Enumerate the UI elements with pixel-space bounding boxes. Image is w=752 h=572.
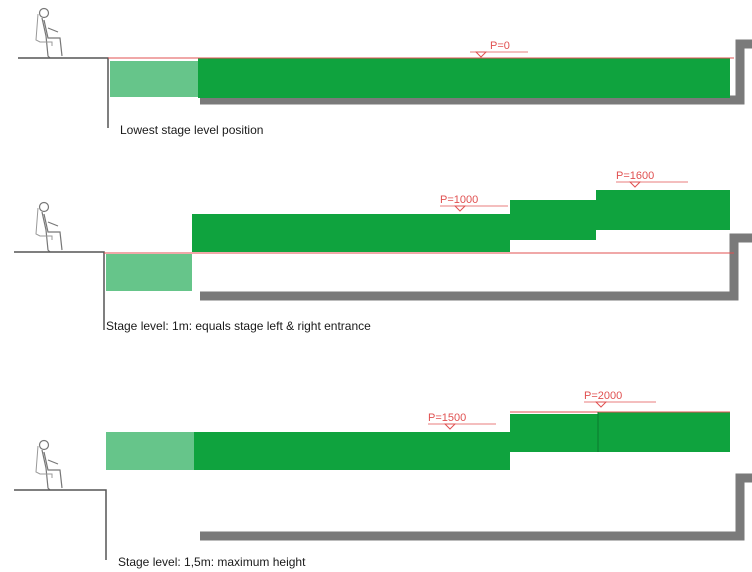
level-label: P=1600	[616, 170, 654, 182]
audience-floor	[14, 251, 105, 330]
pit-outline	[200, 39, 752, 105]
level-label: P=1500	[428, 412, 466, 424]
spectator-icon	[35, 201, 63, 253]
level-marker-icon	[594, 401, 608, 408]
pit-outline	[200, 473, 752, 541]
level-marker-icon	[443, 423, 457, 430]
panel-1-5m: P=1500 P=2000 Stage level: 1,5m: maximum…	[14, 390, 752, 569]
stage-platform-main	[194, 432, 510, 470]
spectator-icon	[35, 7, 63, 59]
stage-platform-main	[192, 214, 510, 252]
stage-platform-rear	[596, 190, 730, 230]
stage-platform-mid	[510, 200, 596, 240]
level-marker-icon	[628, 181, 642, 188]
level-label: P=2000	[584, 390, 622, 402]
panel-1m: P=1000 P=1600 Stage level: 1m: equals st…	[14, 170, 752, 333]
stage-platform-mid	[510, 414, 598, 452]
pit-outline	[200, 233, 752, 301]
stage-platform-rear	[598, 412, 730, 452]
apron-platform	[106, 432, 194, 470]
audience-floor	[18, 57, 109, 128]
level-marker-icon	[453, 205, 467, 212]
audience-floor	[14, 489, 107, 560]
level-marker-icon	[474, 51, 488, 58]
apron-platform	[110, 61, 198, 97]
apron-platform	[106, 254, 192, 291]
panel-caption: Stage level: 1,5m: maximum height	[118, 555, 306, 569]
panel-lowest: P=0 Lowest stage level position	[18, 7, 752, 137]
level-label: P=0	[490, 40, 510, 52]
stage-platform	[198, 58, 730, 98]
panel-caption: Stage level: 1m: equals stage left & rig…	[106, 319, 371, 333]
spectator-icon	[35, 439, 63, 491]
level-label: P=1000	[440, 194, 478, 206]
panel-caption: Lowest stage level position	[120, 123, 263, 137]
